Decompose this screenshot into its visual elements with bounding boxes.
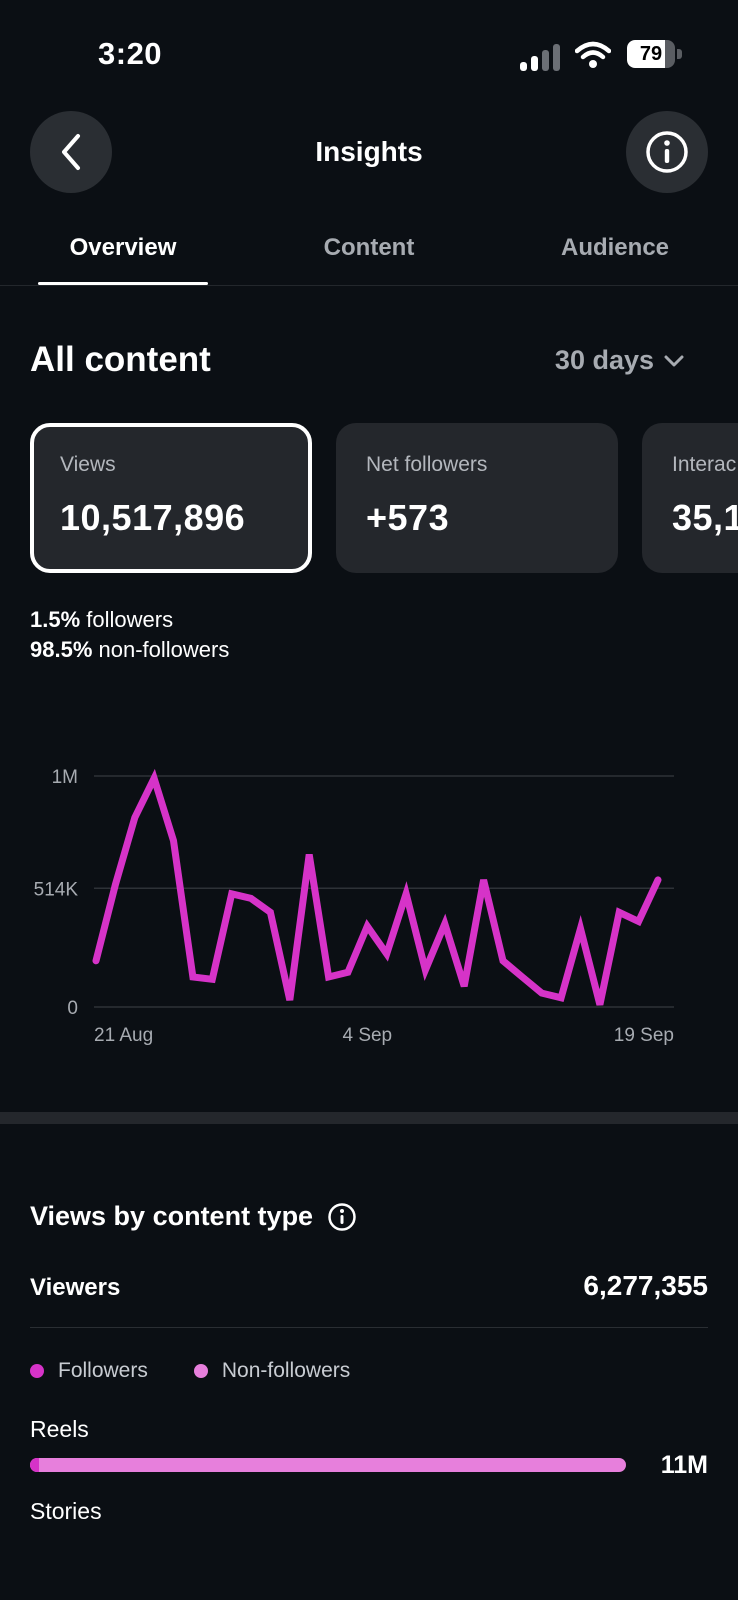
battery-icon: 79 bbox=[627, 40, 683, 68]
section-divider bbox=[0, 1112, 738, 1124]
reels-value: 11M bbox=[660, 1451, 708, 1479]
card-value: 35,1 bbox=[672, 497, 738, 538]
legend-dot bbox=[193, 1364, 208, 1378]
info-icon bbox=[646, 131, 688, 173]
legend-non-followers: Non-followers bbox=[193, 1359, 351, 1383]
legend-followers: Followers bbox=[30, 1359, 148, 1383]
reels-bar bbox=[30, 1458, 626, 1472]
non-followers-share: 98.5% non-followers bbox=[30, 637, 230, 662]
series-line bbox=[92, 768, 662, 1006]
cellular-signal-icon bbox=[520, 44, 560, 71]
audience-split: 1.5% followers 98.5% non-followers bbox=[30, 605, 229, 665]
reels-bar-followers bbox=[30, 1458, 39, 1472]
legend-label: Non-followers bbox=[221, 1359, 351, 1382]
x-tick-label: 21 Aug bbox=[94, 1025, 153, 1046]
card-interactions[interactable]: Interac 35,1 bbox=[642, 423, 738, 573]
x-tick-label: 19 Sep bbox=[614, 1025, 674, 1046]
status-time: 3:20 bbox=[98, 36, 163, 71]
reels-label: Reels bbox=[30, 1416, 89, 1442]
date-range-dropdown[interactable]: 30 days bbox=[555, 345, 684, 376]
y-tick-label: 514K bbox=[34, 879, 79, 900]
legend-label: Followers bbox=[58, 1359, 148, 1382]
section-title: All content bbox=[30, 340, 211, 379]
info-icon[interactable] bbox=[327, 1202, 357, 1232]
x-tick-label: 4 Sep bbox=[342, 1025, 392, 1046]
tab-overview[interactable]: Overview bbox=[69, 234, 177, 261]
tab-bar: Overview Content Audience bbox=[0, 220, 738, 286]
viewers-label: Viewers bbox=[30, 1274, 121, 1301]
active-tab-indicator bbox=[38, 282, 208, 285]
card-label: Net followers bbox=[366, 453, 488, 476]
card-label: Interac bbox=[672, 453, 737, 476]
battery-level: 79 bbox=[639, 43, 663, 65]
tab-audience[interactable]: Audience bbox=[560, 234, 670, 261]
card-value: +573 bbox=[366, 497, 450, 538]
date-range-label: 30 days bbox=[554, 345, 654, 375]
y-tick-label: 1M bbox=[52, 767, 78, 788]
chevron-down-icon bbox=[664, 355, 684, 366]
viewers-value: 6,277,355 bbox=[583, 1270, 708, 1301]
stories-label: Stories bbox=[30, 1498, 102, 1524]
y-tick-label: 0 bbox=[67, 998, 78, 1019]
card-views[interactable]: Views 10,517,896 bbox=[30, 423, 312, 573]
info-button[interactable] bbox=[626, 111, 708, 193]
viewers-row: Viewers 6,277,355 bbox=[30, 1270, 708, 1328]
followers-share: 1.5% followers bbox=[30, 607, 174, 632]
legend-dot bbox=[30, 1364, 44, 1378]
card-net-followers[interactable]: Net followers +573 bbox=[336, 423, 618, 573]
back-button[interactable] bbox=[30, 111, 112, 193]
status-bar: 3:20 79 bbox=[0, 0, 738, 100]
tab-content[interactable]: Content bbox=[323, 234, 415, 261]
card-label: Views bbox=[60, 453, 116, 476]
card-value: 10,517,896 bbox=[60, 497, 246, 538]
chevron-left-icon bbox=[62, 134, 80, 170]
metric-cards: Views 10,517,896 Net followers +573 Inte… bbox=[30, 423, 738, 573]
wifi-icon bbox=[575, 41, 611, 68]
chart-legend: Followers Non-followers bbox=[30, 1359, 350, 1383]
views-by-type-heading: Views by content type bbox=[30, 1201, 314, 1231]
views-line-chart: 1M 514K 0 21 Aug 4 Sep 19 Sep bbox=[34, 767, 674, 1046]
views-by-type-title: Views by content type bbox=[30, 1201, 357, 1232]
page-title: Insights bbox=[315, 136, 423, 167]
